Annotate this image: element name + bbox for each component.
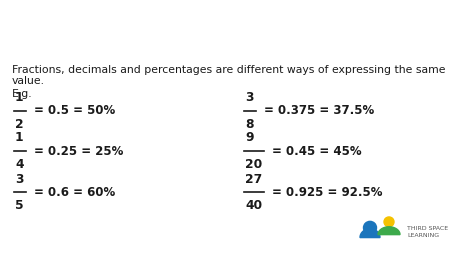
Text: = 0.25 = 25%: = 0.25 = 25% xyxy=(35,145,124,158)
Circle shape xyxy=(384,217,394,227)
Text: 8: 8 xyxy=(245,118,254,131)
Text: 4: 4 xyxy=(15,158,24,171)
Text: = 0.5 = 50%: = 0.5 = 50% xyxy=(35,104,116,117)
Text: 3: 3 xyxy=(15,172,24,186)
Text: 27: 27 xyxy=(245,172,262,186)
Text: = 0.925 = 92.5%: = 0.925 = 92.5% xyxy=(272,186,383,199)
Text: 2: 2 xyxy=(15,118,24,131)
Text: value.: value. xyxy=(12,76,45,86)
Text: 9: 9 xyxy=(245,131,254,144)
Text: Fractions, decimals and percentages are different ways of expressing the same: Fractions, decimals and percentages are … xyxy=(12,65,446,75)
Text: 5: 5 xyxy=(15,199,24,212)
Text: = 0.45 = 45%: = 0.45 = 45% xyxy=(272,145,362,158)
Polygon shape xyxy=(360,229,380,238)
Text: = 0.375 = 37.5%: = 0.375 = 37.5% xyxy=(264,104,375,117)
Text: 40: 40 xyxy=(245,199,262,212)
Text: 1: 1 xyxy=(15,91,24,104)
Text: 3: 3 xyxy=(245,91,254,104)
Circle shape xyxy=(364,221,376,234)
Text: Comparing Fractions, Decimals and Percentages: Comparing Fractions, Decimals and Percen… xyxy=(9,20,474,38)
Text: 1: 1 xyxy=(15,131,24,144)
Text: = 0.6 = 60%: = 0.6 = 60% xyxy=(35,186,116,199)
Text: 20: 20 xyxy=(245,158,262,171)
Polygon shape xyxy=(378,227,400,235)
Text: THIRD SPACE
LEARNING: THIRD SPACE LEARNING xyxy=(407,226,448,238)
Text: E.g.: E.g. xyxy=(12,89,33,99)
